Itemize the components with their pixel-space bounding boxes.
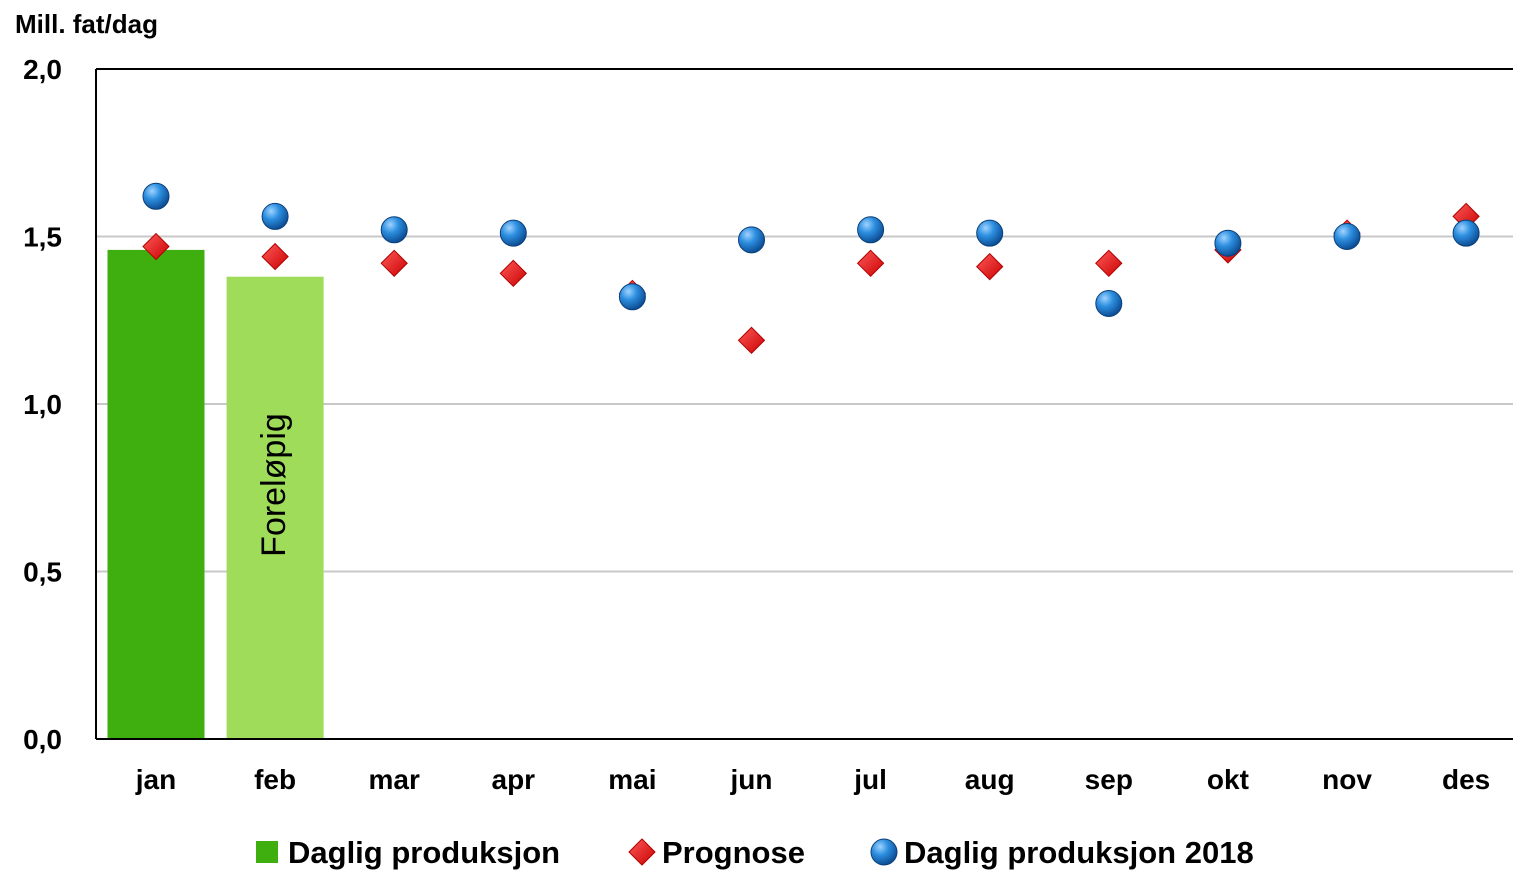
x-tick-labels: jan feb mar apr mai jun jul aug sep okt nov des — [135, 764, 1490, 795]
daglig-produksjon-2018-marker-feb — [261, 202, 289, 230]
legend-label: Prognose — [662, 835, 805, 870]
prognose-marker-mar — [380, 249, 408, 278]
prognose-markers — [142, 202, 1480, 355]
legend-swatch-bar — [256, 841, 278, 863]
daglig-produksjon-2018-marker-okt — [1214, 229, 1242, 257]
x-tick-label-feb: feb — [254, 764, 296, 795]
legend-swatch-diamond — [628, 838, 656, 866]
prognose-marker-feb — [261, 242, 289, 271]
x-tick-label-mai: mai — [608, 764, 656, 795]
x-tick-label-sep: sep — [1085, 764, 1133, 795]
x-tick-label-nov: nov — [1322, 764, 1372, 795]
grid-lines — [96, 235, 1513, 573]
y-tick-label: 1,0 — [23, 389, 62, 420]
x-tick-label-aug: aug — [965, 764, 1015, 795]
y-axis-title: Mill. fat/dag — [15, 9, 158, 39]
prognose-marker-jun — [737, 326, 766, 355]
prognose-marker-jul — [856, 249, 885, 278]
legend-label: Daglig produksjon 2018 — [904, 835, 1254, 870]
daglig-produksjon-2018-marker-mar — [380, 216, 408, 244]
legend-label: Daglig produksjon — [288, 835, 560, 870]
bar-feb — [226, 276, 324, 739]
bar-jan — [107, 249, 205, 739]
prognose-marker-aug — [975, 252, 1004, 281]
x-tick-label-apr: apr — [492, 764, 536, 795]
daglig-produksjon-2018-marker-jan — [142, 182, 170, 210]
daglig-produksjon-2018-marker-apr — [499, 219, 527, 247]
daglig-produksjon-2018-marker-jul — [857, 216, 885, 244]
prognose-marker-jan — [142, 232, 170, 261]
x-tick-label-okt: okt — [1207, 764, 1249, 795]
bars — [107, 249, 324, 739]
daglig-produksjon-2018-markers — [142, 182, 1480, 317]
y-tick-label: 0,0 — [23, 724, 62, 755]
y-tick-label: 1,5 — [23, 222, 62, 253]
x-tick-label-jan: jan — [135, 764, 176, 795]
daglig-produksjon-2018-marker-sep — [1095, 290, 1123, 317]
y-tick-label: 0,5 — [23, 557, 62, 588]
x-tick-label-mar: mar — [369, 764, 420, 795]
prognose-marker-sep — [1095, 249, 1123, 278]
daglig-produksjon-2018-marker-nov — [1333, 223, 1361, 250]
legend-swatch-circle — [870, 838, 898, 866]
x-tick-label-jul: jul — [853, 764, 887, 795]
x-tick-label-des: des — [1442, 764, 1490, 795]
daglig-produksjon-2018-marker-aug — [976, 219, 1004, 247]
annotation-forelopig: Foreløpig — [255, 413, 293, 557]
y-tick-label: 2,0 — [23, 54, 62, 85]
daglig-produksjon-2018-marker-des — [1452, 219, 1480, 247]
plot-frame — [95, 68, 1513, 740]
x-tick-label-jun: jun — [730, 764, 773, 795]
daglig-produksjon-2018-marker-jun — [738, 226, 765, 254]
annotations: Foreløpig — [255, 413, 293, 557]
daglig-produksjon-2018-marker-mai — [618, 283, 646, 311]
prognose-marker-apr — [499, 259, 528, 288]
legend: Daglig produksjon Prognose Daglig produksj… — [256, 835, 1254, 870]
y-tick-labels: 0,0 0,5 1,0 1,5 2,0 — [23, 54, 62, 755]
